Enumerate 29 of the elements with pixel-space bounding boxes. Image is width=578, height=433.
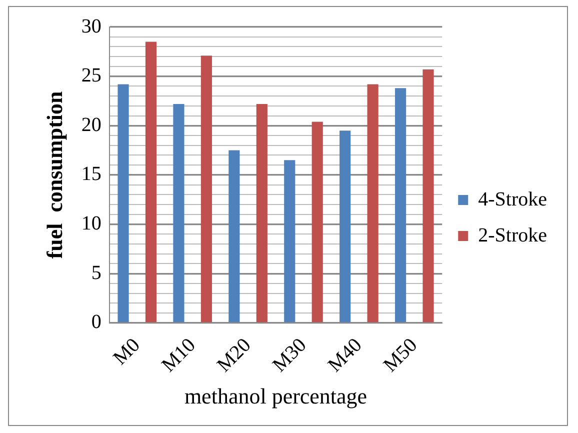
bar	[173, 104, 184, 322]
x-tick-label: M10	[158, 334, 200, 376]
y-tick-label: 30	[81, 15, 102, 38]
bar	[367, 84, 378, 322]
bar	[340, 130, 351, 322]
bar	[200, 56, 212, 322]
x-axis-title: methanol percentage	[184, 384, 368, 409]
bar	[422, 69, 434, 322]
y-tick-label: 5	[91, 262, 102, 284]
x-tick-label: M40	[324, 334, 366, 376]
x-tick-label: M30	[268, 334, 311, 376]
legend-label: 4-Stroke	[478, 188, 548, 210]
bar	[284, 160, 296, 322]
bar	[228, 150, 240, 322]
bar	[312, 122, 323, 322]
bar	[394, 88, 406, 322]
y-tick-label: 0	[91, 311, 102, 334]
x-tick-label: M0	[109, 334, 144, 370]
y-tick-label: 20	[81, 114, 102, 136]
legend-label: 2-Stroke	[478, 224, 548, 246]
y-axis-title: fuel consumption	[42, 91, 67, 259]
x-tick-label: M50	[379, 334, 422, 376]
y-tick-label: 15	[81, 163, 102, 186]
x-tick-label: M20	[213, 334, 256, 376]
bar	[145, 42, 157, 322]
y-tick-label: 10	[81, 212, 102, 235]
bar	[256, 104, 268, 322]
y-tick-label: 25	[81, 64, 102, 87]
bar	[118, 84, 129, 322]
